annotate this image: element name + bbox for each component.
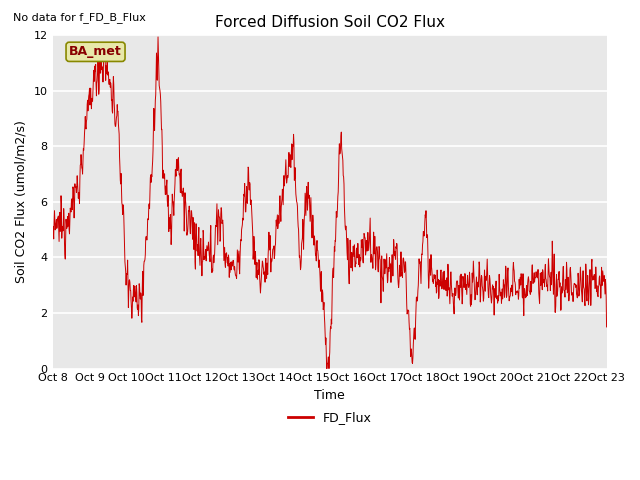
Text: No data for f_FD_B_Flux: No data for f_FD_B_Flux [13, 12, 146, 23]
Legend: FD_Flux: FD_Flux [283, 406, 376, 429]
Title: Forced Diffusion Soil CO2 Flux: Forced Diffusion Soil CO2 Flux [214, 15, 445, 30]
Y-axis label: Soil CO2 Flux (umol/m2/s): Soil CO2 Flux (umol/m2/s) [15, 120, 28, 283]
X-axis label: Time: Time [314, 389, 345, 402]
Text: BA_met: BA_met [69, 45, 122, 59]
